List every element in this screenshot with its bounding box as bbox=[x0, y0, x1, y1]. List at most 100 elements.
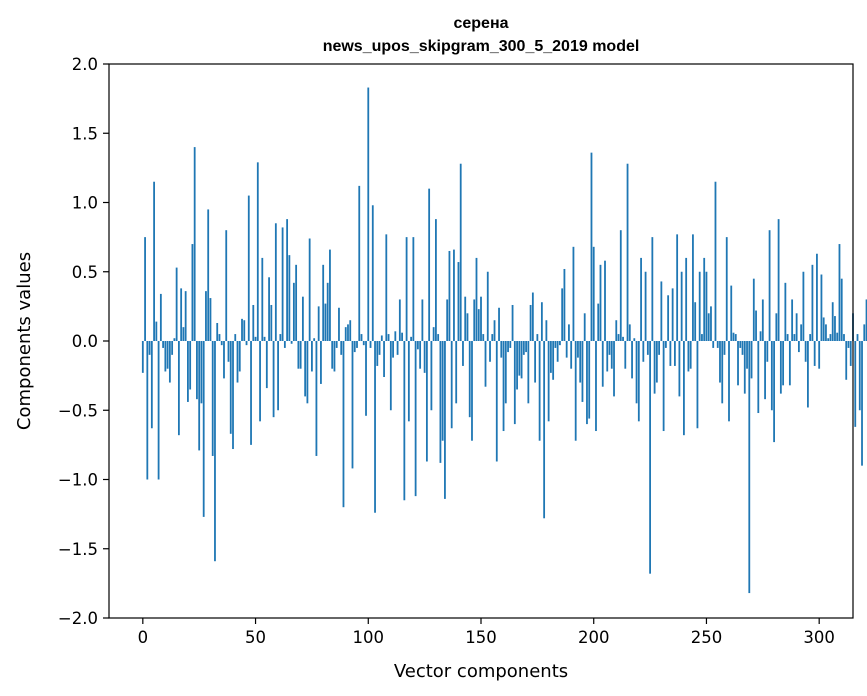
bar bbox=[480, 296, 482, 341]
bar bbox=[362, 341, 365, 346]
bar bbox=[595, 341, 597, 432]
bar bbox=[504, 341, 507, 404]
bar bbox=[572, 246, 575, 341]
y-tick-label: 0.5 bbox=[72, 263, 98, 282]
bar bbox=[214, 341, 216, 562]
bar bbox=[250, 341, 252, 445]
bar bbox=[292, 282, 295, 341]
bar bbox=[592, 246, 595, 341]
bar bbox=[211, 341, 214, 456]
bar bbox=[653, 341, 656, 394]
bar bbox=[407, 341, 410, 422]
bar bbox=[155, 321, 158, 341]
y-tick-label: −2.0 bbox=[58, 609, 98, 628]
bar bbox=[344, 327, 347, 341]
bar bbox=[606, 341, 609, 372]
bar bbox=[827, 338, 830, 341]
bar bbox=[471, 341, 473, 441]
bar bbox=[825, 324, 827, 341]
bar bbox=[198, 341, 201, 451]
bar bbox=[392, 341, 394, 358]
bar bbox=[247, 195, 250, 341]
bar bbox=[741, 341, 744, 355]
bar bbox=[626, 163, 629, 341]
bar bbox=[342, 341, 345, 508]
x-tick-label: 300 bbox=[803, 628, 835, 647]
bar bbox=[290, 341, 293, 344]
bar bbox=[716, 341, 719, 348]
bar bbox=[676, 234, 679, 341]
bar bbox=[831, 302, 834, 341]
bar bbox=[829, 334, 832, 341]
bar bbox=[538, 341, 541, 441]
bar bbox=[182, 327, 185, 341]
bar bbox=[840, 278, 843, 341]
bar bbox=[484, 341, 487, 387]
bar bbox=[516, 341, 518, 390]
bar bbox=[405, 237, 408, 341]
bar bbox=[243, 320, 246, 341]
bar bbox=[685, 257, 688, 341]
bar bbox=[845, 341, 848, 380]
y-axis-label: Components values bbox=[14, 252, 35, 430]
bar bbox=[714, 181, 717, 341]
bar bbox=[613, 341, 615, 397]
bar bbox=[556, 341, 559, 362]
y-tick-label: 1.0 bbox=[72, 194, 98, 213]
bar bbox=[536, 334, 539, 341]
bar bbox=[351, 341, 354, 469]
bar bbox=[640, 257, 642, 341]
bar bbox=[459, 163, 462, 341]
bar bbox=[752, 278, 755, 341]
bar bbox=[173, 338, 176, 341]
chart-title-line2: news_upos_skipgram_300_5_2019 model bbox=[323, 38, 640, 55]
x-tick-label: 100 bbox=[353, 628, 385, 647]
bar bbox=[286, 219, 289, 341]
bar bbox=[719, 341, 721, 383]
bar bbox=[581, 341, 584, 402]
bar bbox=[820, 274, 823, 341]
bar bbox=[507, 341, 509, 353]
bar bbox=[425, 341, 428, 462]
bar bbox=[761, 299, 764, 341]
bar bbox=[331, 341, 334, 369]
bar bbox=[202, 341, 205, 517]
bar bbox=[349, 320, 352, 341]
x-tick-label: 150 bbox=[465, 628, 497, 647]
bar bbox=[403, 341, 406, 501]
bar bbox=[229, 341, 232, 434]
bar bbox=[511, 304, 514, 341]
bar bbox=[489, 341, 491, 362]
bar bbox=[748, 341, 751, 594]
bar bbox=[793, 334, 796, 341]
bar bbox=[277, 341, 279, 411]
bar bbox=[849, 341, 852, 366]
bar bbox=[295, 264, 298, 341]
y-tick-label: −1.5 bbox=[58, 540, 98, 559]
bar bbox=[757, 341, 760, 414]
bar bbox=[270, 304, 273, 341]
bar bbox=[495, 341, 498, 462]
bar bbox=[252, 304, 255, 341]
bar bbox=[324, 303, 327, 341]
bar bbox=[367, 87, 370, 341]
bar bbox=[669, 341, 672, 366]
bar bbox=[218, 334, 221, 341]
bar bbox=[281, 227, 284, 341]
bar bbox=[225, 230, 228, 341]
bar bbox=[791, 299, 794, 341]
bar bbox=[635, 341, 638, 404]
bar bbox=[297, 341, 300, 369]
bar bbox=[795, 313, 798, 341]
bar bbox=[236, 341, 239, 383]
bar bbox=[457, 262, 460, 341]
y-tick-label: 2.0 bbox=[72, 55, 98, 74]
bar bbox=[272, 341, 275, 418]
bar bbox=[241, 318, 243, 341]
bar bbox=[394, 331, 397, 341]
bar bbox=[597, 303, 600, 341]
bar bbox=[491, 334, 494, 341]
bar bbox=[311, 341, 313, 372]
bar bbox=[610, 341, 613, 369]
